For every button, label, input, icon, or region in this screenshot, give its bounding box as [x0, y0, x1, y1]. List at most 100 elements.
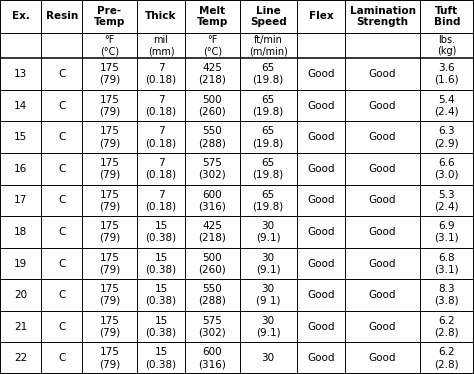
Text: Good: Good	[369, 132, 396, 142]
Text: lbs.
(kg): lbs. (kg)	[437, 35, 456, 56]
Text: Good: Good	[369, 195, 396, 205]
Text: 425
(218): 425 (218)	[199, 221, 227, 243]
Text: 7
(0.18): 7 (0.18)	[146, 95, 176, 116]
Text: 8.3
(3.8): 8.3 (3.8)	[435, 284, 459, 306]
Text: °F
(°C): °F (°C)	[100, 35, 119, 56]
Text: 15
(0.38): 15 (0.38)	[146, 284, 176, 306]
Text: Good: Good	[369, 164, 396, 174]
Text: Good: Good	[369, 101, 396, 111]
Text: 175
(79): 175 (79)	[99, 316, 120, 337]
Text: 13: 13	[14, 69, 27, 79]
Text: C: C	[58, 132, 65, 142]
Text: 175
(79): 175 (79)	[99, 284, 120, 306]
Text: 16: 16	[14, 164, 27, 174]
Text: 7
(0.18): 7 (0.18)	[146, 126, 176, 148]
Text: 5.3
(2.4): 5.3 (2.4)	[435, 190, 459, 211]
Text: Line
Speed: Line Speed	[250, 6, 287, 27]
Text: C: C	[58, 258, 65, 269]
Text: 575
(302): 575 (302)	[199, 316, 226, 337]
Text: °F
(°C): °F (°C)	[203, 35, 222, 56]
Text: Good: Good	[369, 353, 396, 363]
Text: 18: 18	[14, 227, 27, 237]
Text: Ex.: Ex.	[12, 12, 29, 21]
Text: 6.9
(3.1): 6.9 (3.1)	[435, 221, 459, 243]
Text: Flex: Flex	[309, 12, 333, 21]
Text: 30
(9.1): 30 (9.1)	[256, 316, 281, 337]
Text: 7
(0.18): 7 (0.18)	[146, 158, 176, 180]
Text: 65
(19.8): 65 (19.8)	[253, 95, 284, 116]
Text: 14: 14	[14, 101, 27, 111]
Text: 6.2
(2.8): 6.2 (2.8)	[435, 347, 459, 369]
Text: Good: Good	[307, 164, 335, 174]
Text: 30
(9.1): 30 (9.1)	[256, 253, 281, 274]
Text: Melt
Temp: Melt Temp	[197, 6, 228, 27]
Text: C: C	[58, 69, 65, 79]
Text: 175
(79): 175 (79)	[99, 63, 120, 85]
Text: Pre-
Temp: Pre- Temp	[94, 6, 125, 27]
Text: 175
(79): 175 (79)	[99, 253, 120, 274]
Text: Good: Good	[369, 69, 396, 79]
Text: 5.4
(2.4): 5.4 (2.4)	[435, 95, 459, 116]
Text: 30
(9.1): 30 (9.1)	[256, 221, 281, 243]
Text: 65
(19.8): 65 (19.8)	[253, 190, 284, 211]
Text: 15: 15	[14, 132, 27, 142]
Text: Resin: Resin	[46, 12, 78, 21]
Text: 15
(0.38): 15 (0.38)	[146, 347, 176, 369]
Text: 15
(0.38): 15 (0.38)	[146, 253, 176, 274]
Text: 425
(218): 425 (218)	[199, 63, 227, 85]
Text: Good: Good	[369, 290, 396, 300]
Text: 175
(79): 175 (79)	[99, 347, 120, 369]
Text: 7
(0.18): 7 (0.18)	[146, 63, 176, 85]
Text: 550
(288): 550 (288)	[199, 284, 227, 306]
Text: 65
(19.8): 65 (19.8)	[253, 158, 284, 180]
Text: 65
(19.8): 65 (19.8)	[253, 126, 284, 148]
Text: 6.3
(2.9): 6.3 (2.9)	[435, 126, 459, 148]
Text: 550
(288): 550 (288)	[199, 126, 227, 148]
Text: C: C	[58, 195, 65, 205]
Text: Good: Good	[307, 132, 335, 142]
Text: C: C	[58, 164, 65, 174]
Text: 7
(0.18): 7 (0.18)	[146, 190, 176, 211]
Text: Good: Good	[369, 322, 396, 332]
Text: 3.6
(1.6): 3.6 (1.6)	[435, 63, 459, 85]
Text: 175
(79): 175 (79)	[99, 95, 120, 116]
Text: 175
(79): 175 (79)	[99, 126, 120, 148]
Text: 30
(9 1): 30 (9 1)	[256, 284, 281, 306]
Text: Good: Good	[307, 69, 335, 79]
Text: 65
(19.8): 65 (19.8)	[253, 63, 284, 85]
Text: C: C	[58, 227, 65, 237]
Text: 575
(302): 575 (302)	[199, 158, 226, 180]
Text: 17: 17	[14, 195, 27, 205]
Text: Good: Good	[307, 353, 335, 363]
Text: C: C	[58, 353, 65, 363]
Text: Good: Good	[307, 322, 335, 332]
Text: 175
(79): 175 (79)	[99, 221, 120, 243]
Text: 6.6
(3.0): 6.6 (3.0)	[435, 158, 459, 180]
Text: 21: 21	[14, 322, 27, 332]
Text: ft/min
(m/min): ft/min (m/min)	[249, 35, 288, 56]
Text: 500
(260): 500 (260)	[199, 253, 226, 274]
Text: Good: Good	[307, 227, 335, 237]
Text: 6.8
(3.1): 6.8 (3.1)	[435, 253, 459, 274]
Text: Good: Good	[307, 195, 335, 205]
Text: 30: 30	[262, 353, 275, 363]
Text: 15
(0.38): 15 (0.38)	[146, 221, 176, 243]
Text: Good: Good	[307, 290, 335, 300]
Text: Thick: Thick	[145, 12, 177, 21]
Text: Lamination
Strength: Lamination Strength	[349, 6, 416, 27]
Text: 175
(79): 175 (79)	[99, 190, 120, 211]
Text: Good: Good	[369, 258, 396, 269]
Text: 15
(0.38): 15 (0.38)	[146, 316, 176, 337]
Text: Good: Good	[307, 258, 335, 269]
Text: 19: 19	[14, 258, 27, 269]
Text: mil
(mm): mil (mm)	[147, 35, 174, 56]
Text: 6.2
(2.8): 6.2 (2.8)	[435, 316, 459, 337]
Text: 500
(260): 500 (260)	[199, 95, 226, 116]
Text: 600
(316): 600 (316)	[199, 190, 227, 211]
Text: C: C	[58, 101, 65, 111]
Text: 600
(316): 600 (316)	[199, 347, 227, 369]
Text: C: C	[58, 322, 65, 332]
Text: 22: 22	[14, 353, 27, 363]
Text: 20: 20	[14, 290, 27, 300]
Text: Good: Good	[369, 227, 396, 237]
